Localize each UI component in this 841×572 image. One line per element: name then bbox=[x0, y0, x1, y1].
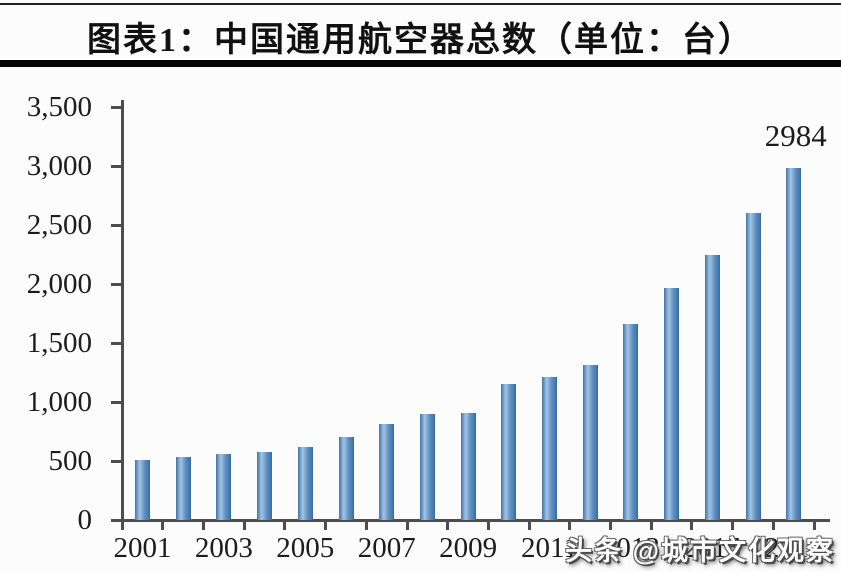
x-tick-label: 2011 bbox=[521, 532, 578, 564]
x-tick bbox=[405, 521, 409, 530]
x-tick-label: 2017 bbox=[764, 532, 823, 564]
bar-2006 bbox=[338, 436, 354, 520]
x-tick-label: 2003 bbox=[194, 532, 253, 564]
x-tick bbox=[609, 521, 613, 530]
bar-2007 bbox=[379, 424, 395, 520]
bar-2004 bbox=[257, 452, 273, 520]
chart-title: 图表1：中国通用航空器总数（单位：台） bbox=[87, 22, 754, 59]
x-tick bbox=[649, 521, 653, 530]
bar-2015 bbox=[704, 254, 720, 520]
bar-2009 bbox=[460, 412, 476, 520]
bar-2002 bbox=[175, 456, 191, 520]
bar-2013 bbox=[623, 324, 639, 520]
x-tick bbox=[446, 521, 450, 530]
y-tick bbox=[111, 164, 121, 168]
bar-2010 bbox=[501, 383, 517, 520]
y-tick bbox=[111, 341, 121, 345]
title-top-rule bbox=[0, 3, 841, 5]
y-tick-label: 2,000 bbox=[26, 268, 92, 300]
x-tick bbox=[364, 521, 368, 530]
x-tick bbox=[812, 521, 816, 530]
title-bottom-rule bbox=[0, 60, 841, 67]
x-tick-label: 2015 bbox=[683, 532, 742, 564]
y-tick-label: 2,500 bbox=[26, 209, 92, 241]
bar-2012 bbox=[582, 365, 598, 520]
watermark: 头条 @城市文化观察 bbox=[565, 536, 835, 566]
bar-2008 bbox=[419, 413, 435, 520]
x-tick bbox=[324, 521, 328, 530]
bar-2016 bbox=[745, 213, 761, 520]
x-tick bbox=[202, 521, 206, 530]
y-tick bbox=[111, 223, 121, 227]
bar-2014 bbox=[664, 287, 680, 520]
y-tick-label: 3,500 bbox=[26, 91, 92, 123]
y-axis-line bbox=[120, 100, 124, 523]
x-tick bbox=[486, 521, 490, 530]
bar-2005 bbox=[297, 447, 313, 520]
bar-value-label: 2984 bbox=[764, 118, 827, 153]
x-tick-label: 2005 bbox=[276, 532, 335, 564]
x-tick bbox=[161, 521, 165, 530]
y-tick bbox=[111, 400, 121, 404]
x-tick-label: 2001 bbox=[113, 532, 172, 564]
y-tick bbox=[111, 518, 121, 522]
x-tick bbox=[731, 521, 735, 530]
bar-2001 bbox=[135, 459, 150, 520]
bar-2017 bbox=[786, 167, 802, 520]
y-tick-label: 500 bbox=[48, 445, 93, 477]
x-tick bbox=[690, 521, 694, 530]
bar-2003 bbox=[216, 453, 232, 520]
x-tick-label: 2009 bbox=[439, 532, 498, 564]
x-axis-line bbox=[119, 518, 830, 522]
x-tick-label: 2013 bbox=[601, 532, 660, 564]
y-tick-label: 1,500 bbox=[26, 327, 92, 359]
x-tick-label: 2007 bbox=[357, 532, 416, 564]
bar-2011 bbox=[542, 377, 557, 520]
y-tick-label: 0 bbox=[77, 504, 93, 536]
y-tick bbox=[111, 105, 121, 109]
y-tick bbox=[111, 282, 121, 286]
x-tick bbox=[527, 521, 531, 530]
y-tick bbox=[111, 459, 121, 463]
x-tick bbox=[120, 521, 124, 530]
x-tick bbox=[568, 521, 572, 530]
y-tick-label: 3,000 bbox=[26, 150, 92, 182]
x-tick bbox=[283, 521, 287, 530]
y-tick-label: 1,000 bbox=[26, 386, 92, 418]
x-tick bbox=[242, 521, 246, 530]
x-tick bbox=[771, 521, 775, 530]
